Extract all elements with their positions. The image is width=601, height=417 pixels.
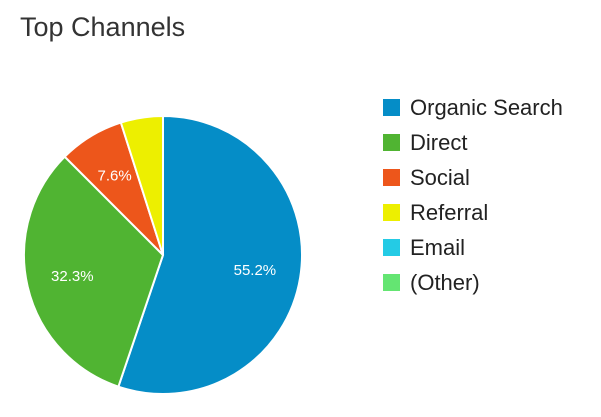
legend-swatch: [383, 99, 400, 116]
chart-title: Top Channels: [20, 12, 186, 42]
chart-legend: Organic Search Direct Social Referral Email (…: [383, 90, 563, 300]
legend-swatch: [383, 239, 400, 256]
legend-label: Direct: [410, 129, 468, 155]
data-label-direct: 32.3%: [51, 268, 94, 285]
legend-swatch: [383, 134, 400, 151]
data-label-social: 7.6%: [97, 167, 131, 184]
legend-swatch: [383, 274, 400, 291]
legend-item-email[interactable]: Email: [383, 230, 563, 265]
legend-item-organic-search[interactable]: Organic Search: [383, 90, 563, 125]
data-label-organic-search: 55.2%: [234, 262, 277, 279]
pie-slice-referral[interactable]: [119, 114, 164, 256]
legend-label: Referral: [410, 199, 489, 225]
legend-item-social[interactable]: Social: [383, 160, 563, 195]
legend-item-other[interactable]: (Other): [383, 265, 563, 300]
legend-item-direct[interactable]: Direct: [383, 125, 563, 160]
legend-item-referral[interactable]: Referral: [383, 195, 563, 230]
legend-swatch: [383, 204, 400, 221]
legend-label: Organic Search: [410, 94, 563, 120]
pie-slice-direct[interactable]: [23, 155, 165, 388]
pie-slice-organic-search[interactable]: [117, 114, 303, 395]
legend-label: Email: [410, 234, 466, 260]
legend-swatch: [383, 169, 400, 186]
legend-label: Social: [410, 164, 470, 190]
legend-label: (Other): [410, 269, 480, 295]
